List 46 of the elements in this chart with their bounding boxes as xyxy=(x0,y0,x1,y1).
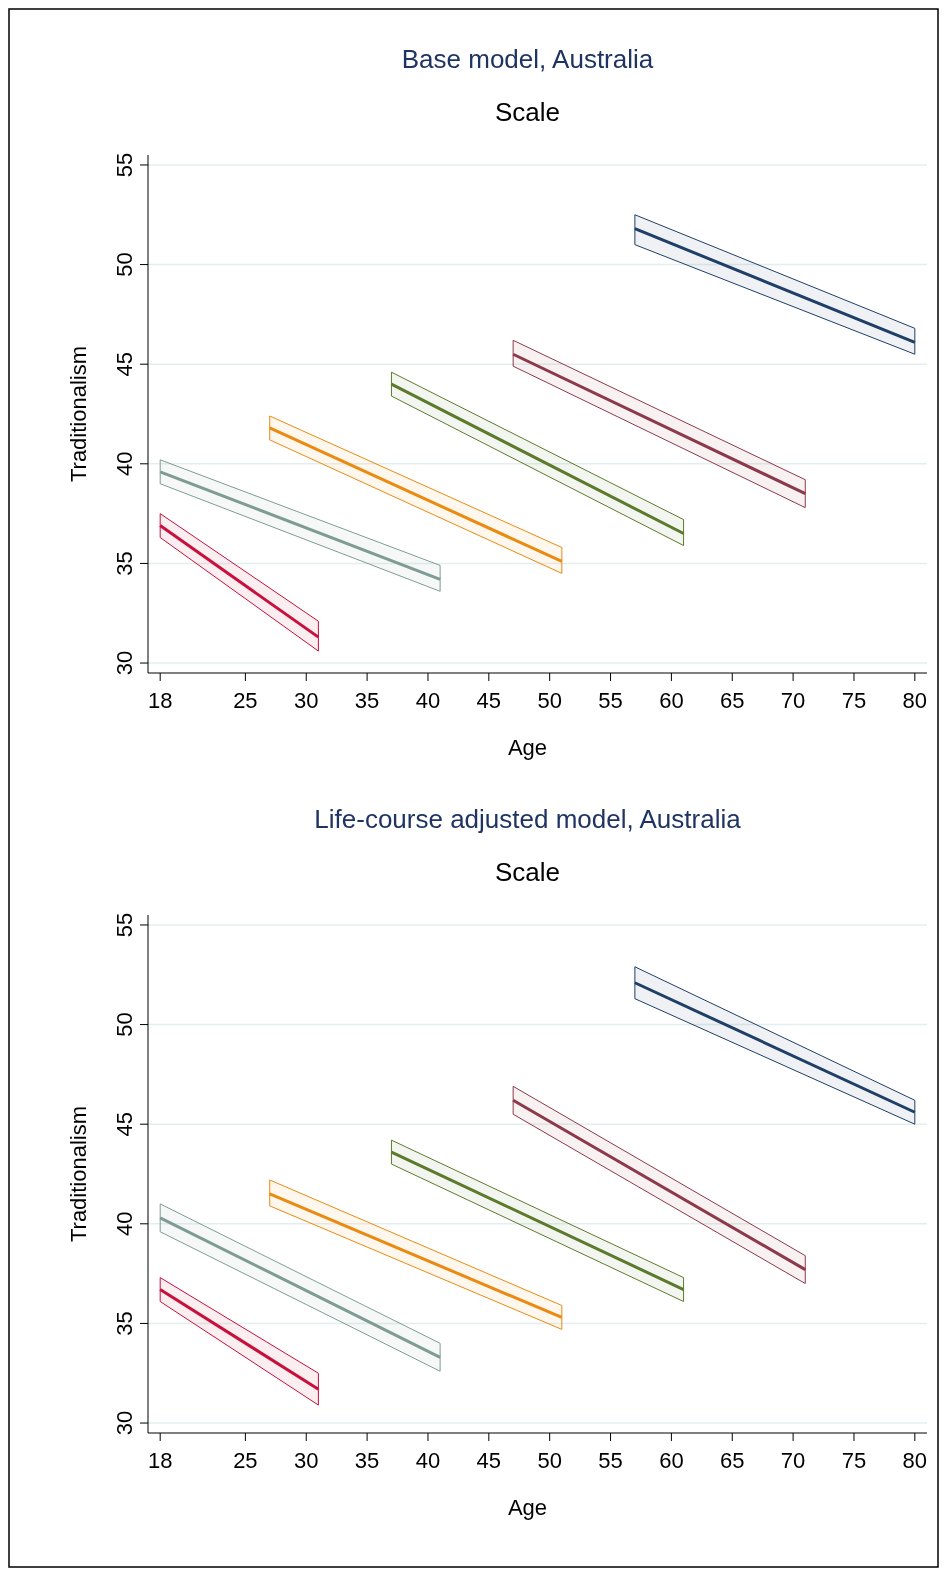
y-tick-label: 50 xyxy=(112,1012,137,1037)
x-tick-label: 60 xyxy=(659,688,684,713)
x-tick-label: 40 xyxy=(415,1448,441,1473)
x-tick-label: 75 xyxy=(841,1448,867,1473)
x-axis-title: Age xyxy=(507,1495,548,1520)
x-tick-label: 70 xyxy=(780,688,806,713)
x-tick-label: 35 xyxy=(354,688,380,713)
x-tick-label: 30 xyxy=(293,1448,319,1473)
y-tick-label: 40 xyxy=(112,451,137,477)
y-tick-label: 45 xyxy=(112,351,137,377)
x-tick-label: 60 xyxy=(659,1448,684,1473)
x-tick-label: 55 xyxy=(598,1448,623,1473)
x-tick-label: 45 xyxy=(476,688,502,713)
y-tick-label: 30 xyxy=(112,650,137,676)
y-tick-label: 55 xyxy=(112,152,137,178)
y-axis-title: Traditionalism xyxy=(66,1105,91,1243)
x-tick-label: 30 xyxy=(293,688,319,713)
y-tick-label: 30 xyxy=(112,1410,137,1436)
x-axis-title: Age xyxy=(507,735,548,760)
x-tick-label: 45 xyxy=(476,1448,502,1473)
x-tick-label: 50 xyxy=(537,1448,562,1473)
y-axis-title: Traditionalism xyxy=(66,345,91,483)
chart-title: Life-course adjusted model, Australia xyxy=(314,804,742,834)
x-tick-label: 18 xyxy=(147,688,173,713)
x-tick-label: 70 xyxy=(780,1448,806,1473)
x-tick-label: 35 xyxy=(354,1448,380,1473)
y-tick-label: 35 xyxy=(112,551,137,576)
chart-subtitle: Scale xyxy=(494,97,561,127)
chart-subtitle: Scale xyxy=(494,857,561,887)
y-tick-label: 50 xyxy=(112,252,137,277)
x-tick-label: 55 xyxy=(598,688,623,713)
x-tick-label: 80 xyxy=(902,1448,928,1473)
x-tick-label: 25 xyxy=(233,688,258,713)
y-tick-label: 55 xyxy=(112,912,137,938)
x-tick-label: 40 xyxy=(415,688,441,713)
x-tick-label: 18 xyxy=(147,1448,173,1473)
x-tick-label: 25 xyxy=(233,1448,258,1473)
y-tick-label: 40 xyxy=(112,1211,137,1237)
chart-title: Base model, Australia xyxy=(401,44,654,74)
x-tick-label: 80 xyxy=(902,688,928,713)
x-tick-label: 75 xyxy=(841,688,867,713)
y-tick-label: 35 xyxy=(112,1311,137,1336)
x-tick-label: 65 xyxy=(720,1448,745,1473)
x-tick-label: 65 xyxy=(720,688,745,713)
y-tick-label: 45 xyxy=(112,1111,137,1137)
x-tick-label: 50 xyxy=(537,688,562,713)
